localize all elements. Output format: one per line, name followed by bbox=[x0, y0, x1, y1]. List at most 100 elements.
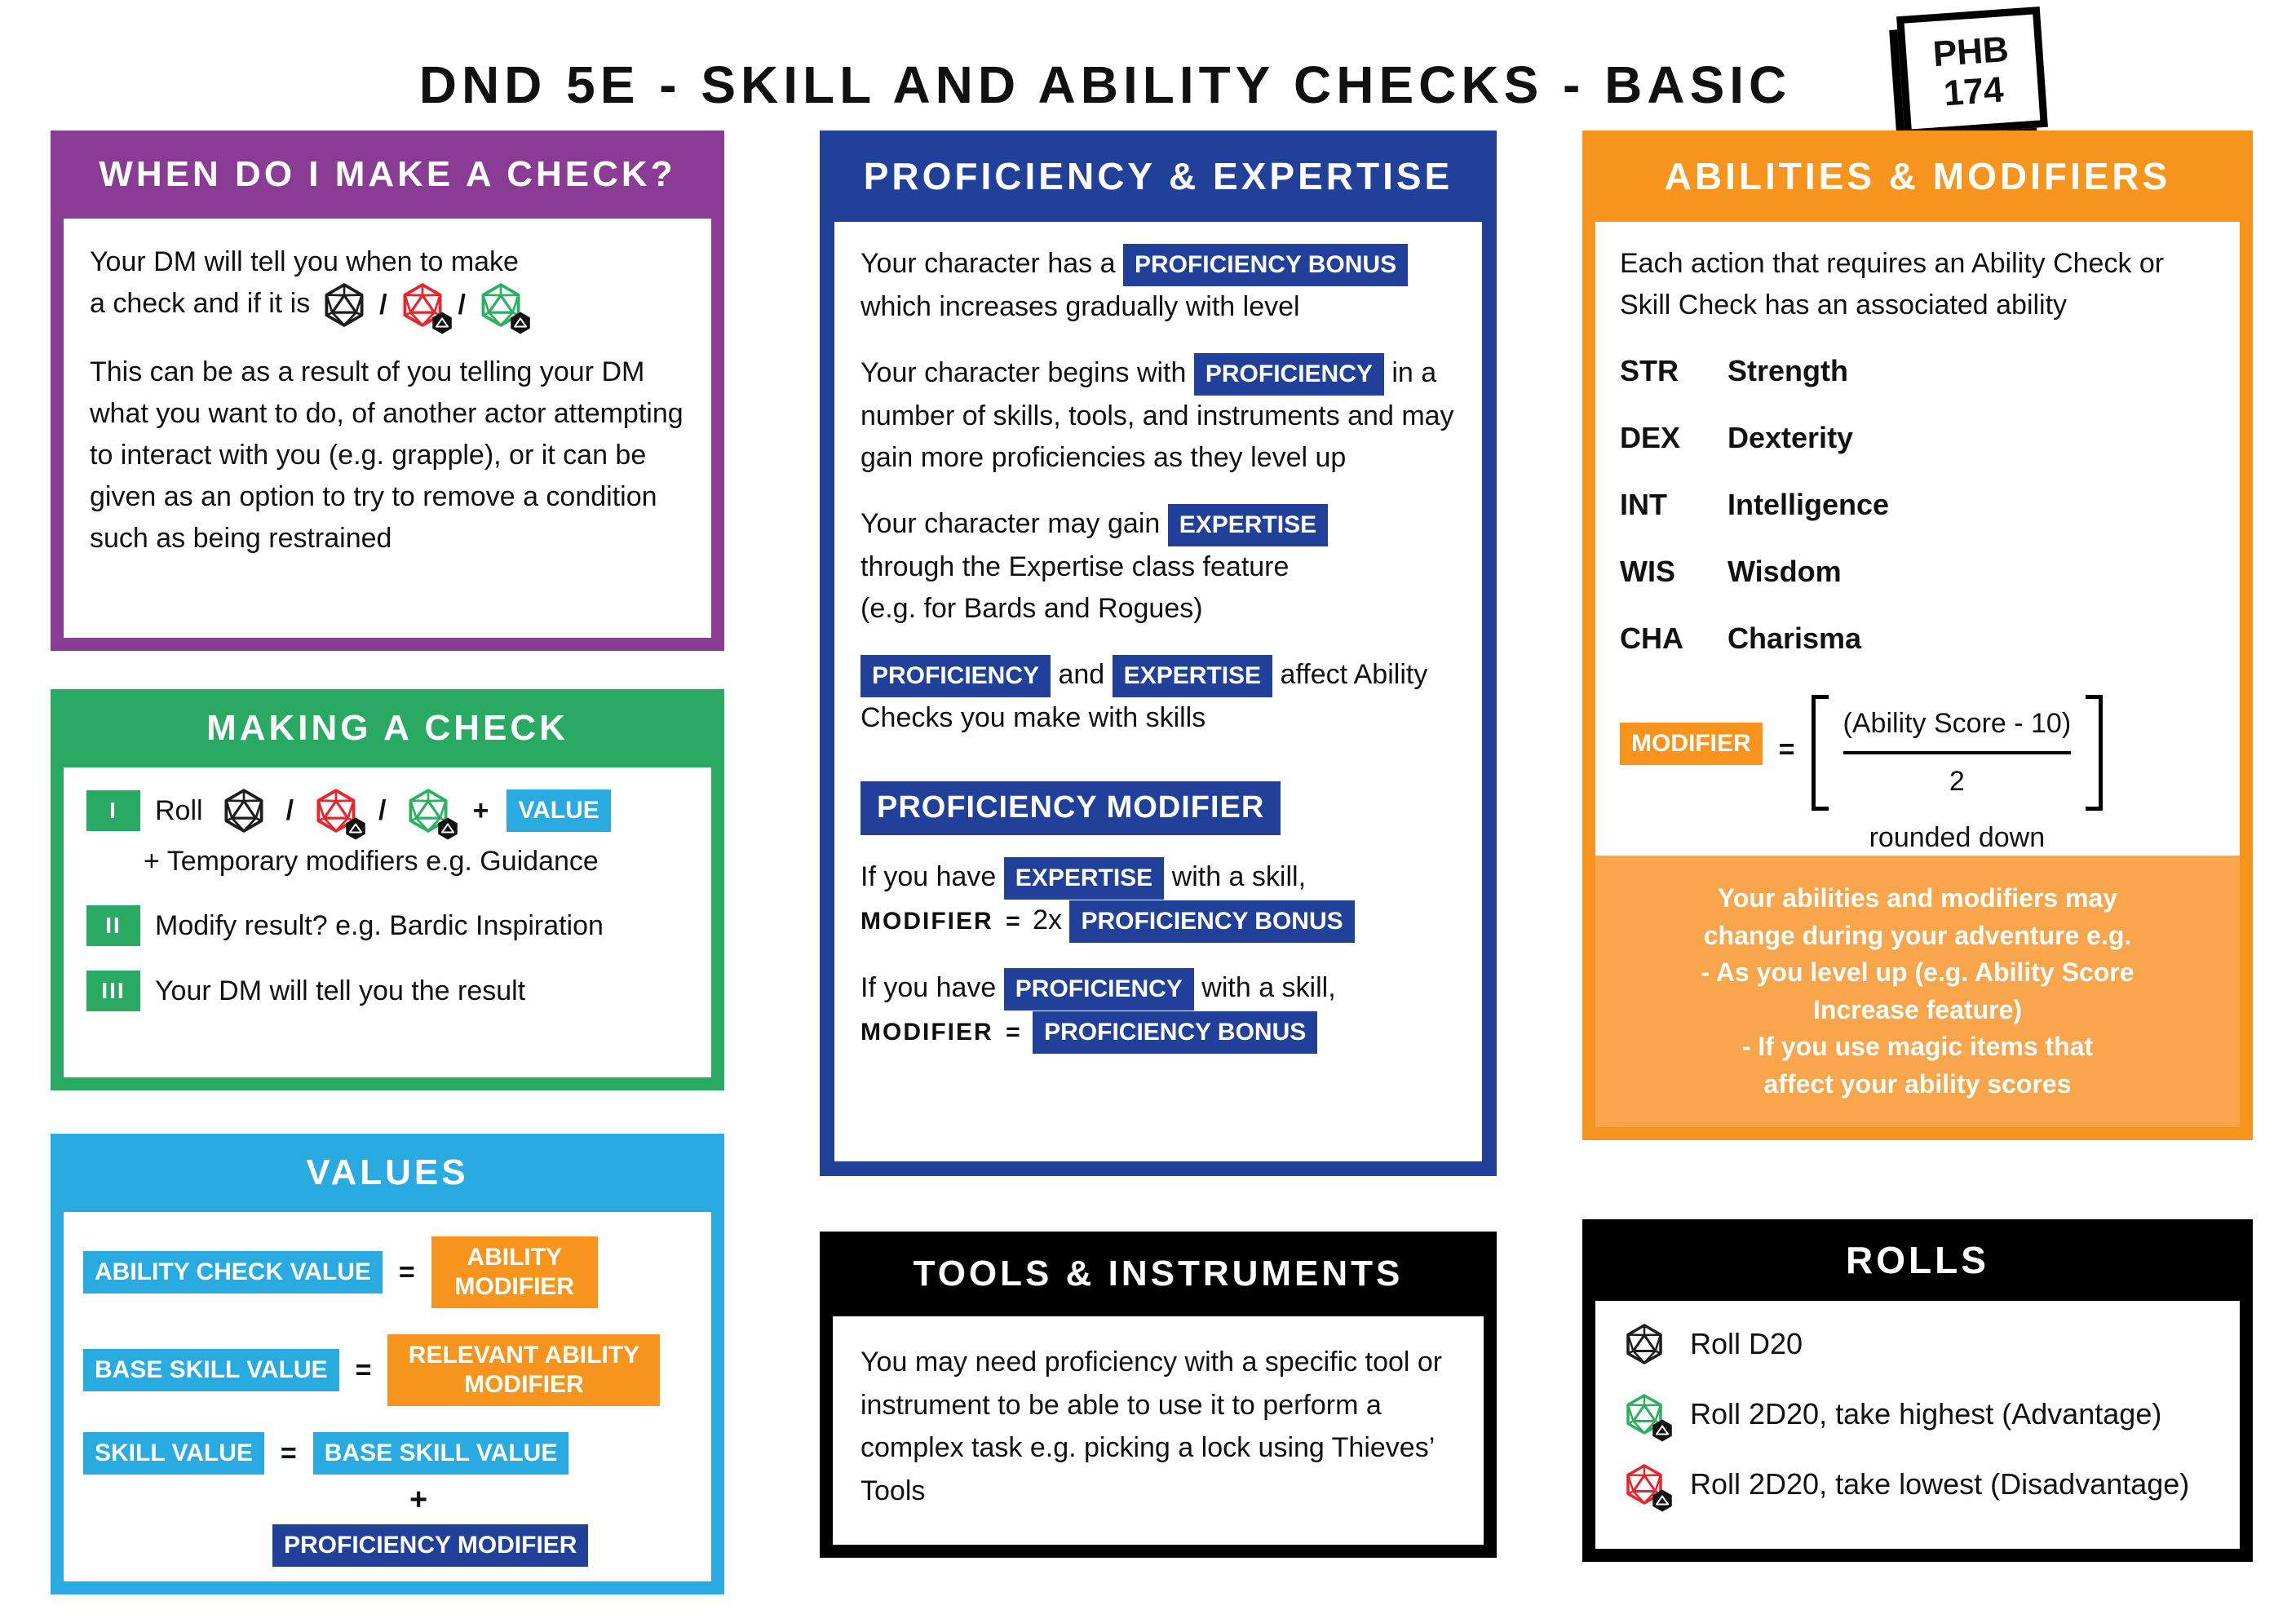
values-panel-title: VALUES bbox=[306, 1152, 469, 1192]
tools-instruments-panel: TOOLS & INSTRUMENTS You may need profici… bbox=[820, 1232, 1497, 1558]
proficiency-para-2: Your character begins with PROFICIENCY i… bbox=[860, 352, 1456, 479]
plus-sign: + bbox=[472, 794, 489, 826]
d20-red-disadvantage-icon bbox=[314, 789, 366, 840]
proficiency-modifier-badge: PROFICIENCY MODIFIER bbox=[272, 1524, 589, 1567]
ability-row-wis: WIS Wisdom bbox=[1620, 550, 2215, 594]
ability-name: Strength bbox=[1728, 354, 1848, 387]
equals-sign: = bbox=[1006, 907, 1020, 935]
proficiency-bonus-badge: PROFICIENCY BONUS bbox=[1069, 900, 1355, 943]
base-skill-value-badge: BASE SKILL VALUE bbox=[83, 1349, 339, 1391]
proficiency-para-4: PROFICIENCY and EXPERTISE affect Ability… bbox=[860, 654, 1456, 739]
para-text: Your character has a bbox=[860, 248, 1116, 279]
proficiency-bonus-badge: PROFICIENCY BONUS bbox=[1033, 1011, 1318, 1054]
tools-panel-title: TOOLS & INSTRUMENTS bbox=[913, 1254, 1404, 1294]
step-2-row: II Modify result? e.g. Bardic Inspiratio… bbox=[86, 905, 688, 946]
ability-abbr: DEX bbox=[1620, 421, 1681, 454]
roll-text: Roll 2D20, take highest (Advantage) bbox=[1690, 1397, 2162, 1431]
para-text: Your character may gain bbox=[860, 508, 1161, 540]
when-intro: Your DM will tell you when to make a che… bbox=[90, 241, 685, 335]
fraction: (Ability Score - 10) 2 bbox=[1829, 695, 2086, 811]
formula-brackets: (Ability Score - 10) 2 bbox=[1811, 695, 2104, 811]
note-line: Increase feature) bbox=[1812, 994, 2023, 1024]
note-line: - As you level up (e.g. Ability Score bbox=[1701, 957, 2135, 988]
making-a-check-panel: MAKING A CHECK I Roll / / + VALUE + Temp… bbox=[51, 689, 724, 1090]
step-1-text: Roll bbox=[155, 794, 203, 826]
fraction-bar bbox=[1843, 751, 2072, 754]
step-2-text: Modify result? e.g. Bardic Inspiration bbox=[155, 909, 604, 941]
step-3-row: III Your DM will tell you the result bbox=[86, 971, 688, 1011]
phb-page-number: 174 bbox=[1942, 69, 2006, 114]
para-text: with a skill, bbox=[1201, 971, 1336, 1003]
para-text: and bbox=[1058, 659, 1105, 691]
relevant-ability-modifier-badge: RELEVANT ABILITY MODIFIER bbox=[387, 1334, 661, 1406]
para-text: Your character begins with bbox=[860, 357, 1187, 389]
fraction-numerator: (Ability Score - 10) bbox=[1843, 708, 2072, 739]
proficiency-badge: PROFICIENCY bbox=[1003, 967, 1194, 1011]
values-row-base-skill: BASE SKILL VALUE = RELEVANT ABILITY MODI… bbox=[83, 1334, 692, 1406]
step-1-subtext: + Temporary modifiers e.g. Guidance bbox=[144, 846, 599, 877]
para-text: affect Ability Checks you make with skil… bbox=[860, 659, 1428, 734]
ability-row-str: STR Strength bbox=[1620, 349, 2215, 393]
slash-separator: / bbox=[378, 794, 387, 826]
note-line: - If you use magic items that bbox=[1741, 1032, 2094, 1062]
fraction-denominator: 2 bbox=[1949, 766, 1965, 797]
proficiency-para-3: Your character may gain EXPERTISE throug… bbox=[860, 503, 1456, 630]
proficiency-para-5: If you have EXPERTISE with a skill, MODI… bbox=[860, 856, 1456, 943]
roll-row-advantage: Roll 2D20, take highest (Advantage) bbox=[1620, 1394, 2215, 1442]
ability-name: Dexterity bbox=[1728, 421, 1854, 454]
para-text: with a skill, bbox=[1171, 860, 1307, 892]
ability-row-dex: DEX Dexterity bbox=[1620, 416, 2215, 460]
ability-modifier-badge: ABILITY MODIFIER bbox=[431, 1236, 598, 1308]
when-body-text: This can be as a result of you telling y… bbox=[90, 356, 683, 555]
para-text: which increases gradually with level bbox=[860, 291, 1300, 323]
proficiency-para-1: Your character has a PROFICIENCY BONUS w… bbox=[860, 243, 1456, 328]
plus-sign: + bbox=[409, 1483, 428, 1517]
page-title: DND 5E - SKILL AND ABILITY CHECKS - BASI… bbox=[418, 55, 1792, 114]
values-panel: VALUES ABILITY CHECK VALUE = ABILITY MOD… bbox=[51, 1134, 724, 1594]
equals-sign: = bbox=[355, 1354, 372, 1386]
tools-body-text: You may need proficiency with a specific… bbox=[860, 1347, 1443, 1507]
when-intro-line2: a check and if it is bbox=[90, 288, 311, 319]
expertise-badge: EXPERTISE bbox=[1003, 856, 1165, 900]
phb-page-badge: PHB 174 bbox=[1896, 7, 2048, 137]
rounded-down-note: rounded down bbox=[1869, 822, 2046, 853]
modifier-formula-line: MODIFIER = PROFICIENCY BONUS bbox=[860, 1011, 1318, 1054]
abilities-panel-content: Each action that requires an Ability Che… bbox=[1595, 222, 2240, 1127]
d20-black-icon bbox=[1624, 1324, 1665, 1364]
equals-sign: = bbox=[398, 1256, 415, 1288]
ability-name: Wisdom bbox=[1728, 555, 1842, 588]
ability-abbr: INT bbox=[1620, 488, 1667, 521]
ability-row-cha: CHA Charisma bbox=[1620, 617, 2215, 661]
d20-green-advantage-icon bbox=[1624, 1394, 1673, 1442]
equals-sign: = bbox=[1006, 1018, 1020, 1046]
para-text: (e.g. for Bards and Rogues) bbox=[860, 593, 1203, 625]
d20-red-disadvantage-icon bbox=[1624, 1464, 1673, 1512]
note-line: change during your adventure e.g. bbox=[1703, 920, 2132, 950]
roll-row-disadvantage: Roll 2D20, take lowest (Disadvantage) bbox=[1620, 1464, 2215, 1512]
ability-abbr: STR bbox=[1620, 354, 1679, 387]
note-line: affect your ability scores bbox=[1763, 1068, 2072, 1099]
para-text: in a number of skills, tools, and instru… bbox=[860, 357, 1454, 474]
when-panel-title: WHEN DO I MAKE A CHECK? bbox=[99, 154, 676, 194]
abilities-panel-title: ABILITIES & MODIFIERS bbox=[1664, 155, 2171, 197]
rolls-panel: ROLLS Roll D20 Roll 2D20, take highest (… bbox=[1582, 1219, 2253, 1562]
equals-sign: = bbox=[1778, 734, 1795, 765]
values-row-proficiency-modifier: PROFICIENCY MODIFIER bbox=[83, 1524, 692, 1567]
slash-separator: / bbox=[285, 794, 294, 826]
proficiency-badge: PROFICIENCY bbox=[1193, 353, 1384, 396]
left-bracket bbox=[1811, 695, 1829, 811]
roll-text: Roll 2D20, take lowest (Disadvantage) bbox=[1690, 1467, 2190, 1501]
step-1-row: I Roll / / + VALUE bbox=[86, 789, 688, 840]
modifier-label: MODIFIER bbox=[860, 1018, 993, 1046]
d20-red-disadvantage-icon bbox=[400, 283, 453, 335]
ability-name: Charisma bbox=[1728, 621, 1862, 655]
expertise-badge: EXPERTISE bbox=[1112, 655, 1273, 698]
proficiency-para-6: If you have PROFICIENCY with a skill, MO… bbox=[860, 967, 1456, 1054]
ability-name: Intelligence bbox=[1728, 488, 1890, 521]
proficiency-expertise-panel: PROFICIENCY & EXPERTISE Your character h… bbox=[820, 130, 1497, 1176]
roll-text: Roll D20 bbox=[1690, 1327, 1803, 1360]
slash-separator: / bbox=[379, 289, 387, 321]
proficiency-panel-title: PROFICIENCY & EXPERTISE bbox=[863, 155, 1453, 197]
step-3-numeral: III bbox=[86, 971, 140, 1011]
